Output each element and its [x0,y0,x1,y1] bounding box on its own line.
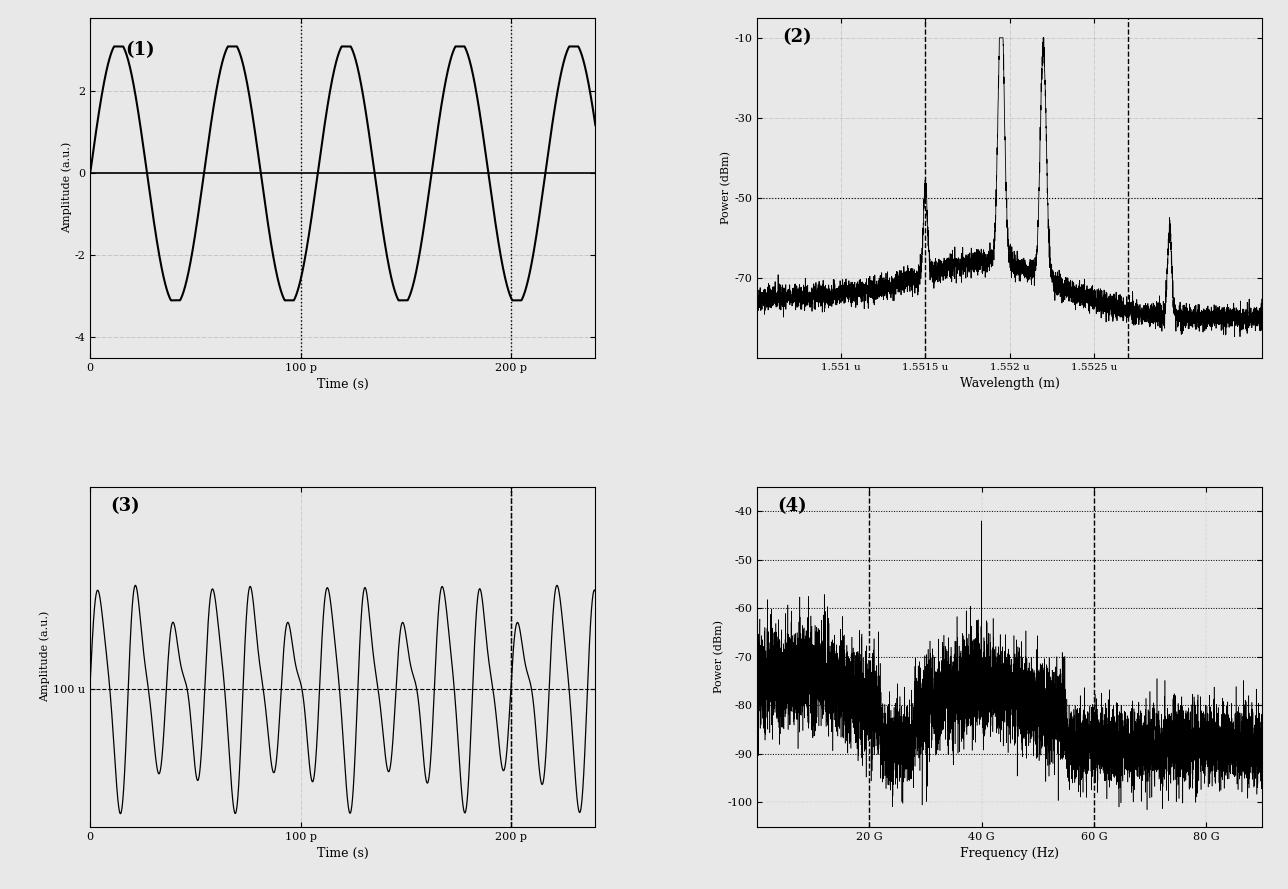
Text: (3): (3) [111,497,140,515]
Text: (4): (4) [777,497,806,515]
Text: (1): (1) [125,42,155,60]
X-axis label: Time (s): Time (s) [317,847,368,861]
X-axis label: Time (s): Time (s) [317,378,368,391]
Y-axis label: Amplitude (a.u.): Amplitude (a.u.) [61,142,72,233]
X-axis label: Wavelength (m): Wavelength (m) [960,377,1060,390]
Text: (2): (2) [782,28,811,46]
Y-axis label: Power (dBm): Power (dBm) [721,151,732,224]
Y-axis label: Amplitude (a.u.): Amplitude (a.u.) [40,612,50,702]
Y-axis label: Power (dBm): Power (dBm) [714,621,724,693]
X-axis label: Frequency (Hz): Frequency (Hz) [960,847,1059,861]
